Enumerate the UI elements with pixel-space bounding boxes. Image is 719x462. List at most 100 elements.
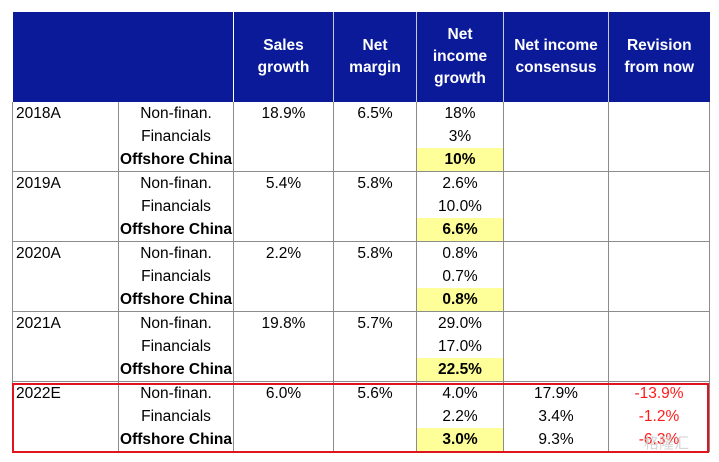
consensus-cell: 17.9% [503,381,609,405]
table-row: 2018A Non-finan. 18.9% 6.5% 18% [12,102,710,125]
consensus-cell [503,102,609,125]
year-cell [12,125,119,148]
ni-growth-cell: 3.0% [416,428,504,452]
table-row: Financials 17.0% [12,335,710,358]
table-row: Offshore China 6.6% [12,218,710,242]
net-margin-cell [333,428,417,452]
consensus-cell [503,265,609,288]
sales-growth-cell [233,288,334,312]
revision-cell [608,241,710,265]
table-row: Financials 10.0% [12,195,710,218]
net-margin-cell: 6.5% [333,102,417,125]
consensus-cell [503,358,609,382]
ni-growth-cell: 18% [416,102,504,125]
header-revision: Revision from now [608,12,710,102]
net-margin-cell [333,288,417,312]
segment-cell: Financials [118,195,234,218]
table-row: Offshore China 22.5% [12,358,710,382]
net-margin-cell [333,195,417,218]
revision-cell [608,265,710,288]
revision-cell [608,125,710,148]
consensus-cell [503,218,609,242]
ni-growth-cell: 2.2% [416,405,504,428]
sales-growth-cell: 18.9% [233,102,334,125]
segment-cell: Non-finan. [118,102,234,125]
segment-cell: Offshore China [118,358,234,382]
segment-cell: Offshore China [118,218,234,242]
segment-cell: Financials [118,335,234,358]
sales-growth-cell [233,218,334,242]
ni-growth-cell: 2.6% [416,171,504,195]
year-cell [12,218,119,242]
consensus-cell [503,288,609,312]
ni-growth-cell: 29.0% [416,311,504,335]
net-margin-cell [333,405,417,428]
table-row: 2019A Non-finan. 5.4% 5.8% 2.6% [12,171,710,195]
net-margin-cell [333,218,417,242]
consensus-cell [503,311,609,335]
sales-growth-cell [233,358,334,382]
revision-cell [608,148,710,172]
sales-growth-cell [233,195,334,218]
table-row: Offshore China 10% [12,148,710,172]
net-margin-cell [333,265,417,288]
revision-cell [608,288,710,312]
segment-cell: Non-finan. [118,241,234,265]
ni-growth-cell: 3% [416,125,504,148]
segment-cell: Non-finan. [118,171,234,195]
consensus-cell [503,148,609,172]
consensus-cell [503,195,609,218]
revision-cell [608,195,710,218]
ni-growth-cell: 4.0% [416,381,504,405]
sales-growth-cell: 5.4% [233,171,334,195]
sales-growth-cell [233,125,334,148]
revision-cell [608,358,710,382]
ni-growth-cell: 0.7% [416,265,504,288]
sales-growth-cell [233,335,334,358]
net-margin-cell [333,335,417,358]
ni-growth-cell: 17.0% [416,335,504,358]
sales-growth-cell: 2.2% [233,241,334,265]
year-cell [12,335,119,358]
ni-growth-cell: 10% [416,148,504,172]
ni-growth-cell: 0.8% [416,288,504,312]
year-cell [12,265,119,288]
table-row: Financials 0.7% [12,265,710,288]
ni-growth-cell: 22.5% [416,358,504,382]
table-row: Financials 3% [12,125,710,148]
table-row: Offshore China 3.0% 9.3% -6.3% [12,428,710,452]
ni-growth-cell: 6.6% [416,218,504,242]
year-cell [12,428,119,452]
header-blank [12,12,234,102]
segment-cell: Financials [118,265,234,288]
segment-cell: Offshore China [118,428,234,452]
header-net-income-consensus: Net income consensus [503,12,609,102]
watermark-logo: 格隆汇 [644,434,690,452]
net-margin-cell: 5.8% [333,171,417,195]
table-row: 2021A Non-finan. 19.8% 5.7% 29.0% [12,311,710,335]
sales-growth-cell [233,265,334,288]
header-row: Sales growth Net margin Net income growth Ne… [12,12,710,102]
year-cell [12,405,119,428]
header-net-margin: Net margin [333,12,417,102]
segment-cell: Offshore China [118,288,234,312]
year-cell: 2021A [12,311,119,335]
revision-cell: -13.9% [608,381,710,405]
ni-growth-cell: 0.8% [416,241,504,265]
earnings-table: Sales growth Net margin Net income growth Ne… [12,12,710,452]
sales-growth-cell [233,405,334,428]
year-cell: 2018A [12,102,119,125]
consensus-cell: 3.4% [503,405,609,428]
revision-cell: -6.3% [608,428,710,452]
year-cell: 2019A [12,171,119,195]
year-cell: 2020A [12,241,119,265]
table-row: Offshore China 0.8% [12,288,710,312]
sales-growth-cell: 6.0% [233,381,334,405]
consensus-cell [503,125,609,148]
year-cell [12,358,119,382]
net-margin-cell: 5.7% [333,311,417,335]
sales-growth-cell [233,148,334,172]
ni-growth-cell: 10.0% [416,195,504,218]
revision-cell [608,311,710,335]
consensus-cell [503,335,609,358]
